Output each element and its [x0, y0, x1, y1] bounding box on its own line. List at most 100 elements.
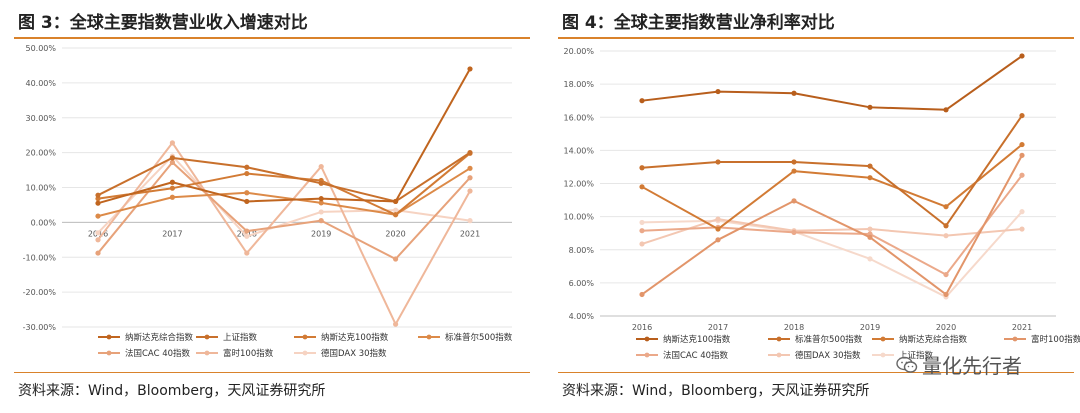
legend-label: 纳斯达克100指数: [321, 332, 389, 343]
legend-label: 法国CAC 40指数: [125, 348, 191, 359]
series-line: [97, 152, 471, 216]
legend-marker: [426, 334, 432, 340]
data-point: [867, 175, 873, 181]
data-point: [318, 163, 324, 170]
data-point: [95, 213, 101, 219]
data-point: [791, 198, 797, 204]
data-point: [639, 98, 645, 104]
legend-marker: [776, 352, 782, 358]
data-point: [639, 228, 645, 234]
legend-marker: [1012, 336, 1018, 342]
chart-title: 图 4：全球主要指数营业净利率对比: [562, 13, 835, 33]
y-tick-label: 50.00%: [25, 44, 56, 53]
source-rule: [558, 372, 1074, 373]
x-tick-label: 2019: [311, 229, 331, 238]
data-point: [318, 180, 324, 186]
data-point: [639, 184, 645, 190]
data-point: [791, 168, 797, 174]
data-point: [95, 237, 101, 243]
data-point: [244, 233, 250, 239]
data-point: [943, 291, 949, 298]
legend-marker: [302, 334, 308, 340]
y-tick-label: 20.00%: [563, 47, 594, 56]
data-point: [244, 170, 250, 177]
legend-label: 富时100指数: [223, 348, 274, 359]
y-tick-label: 10.00%: [25, 184, 56, 193]
data-point: [1019, 53, 1025, 59]
data-point: [715, 226, 721, 232]
data-point: [244, 190, 250, 196]
y-tick-label: -10.00%: [23, 253, 57, 262]
y-tick-label: 10.00%: [563, 213, 594, 222]
data-point: [791, 90, 797, 96]
y-tick-label: 6.00%: [569, 279, 595, 288]
data-point: [393, 198, 399, 205]
data-point: [169, 155, 175, 161]
legend-label: 纳斯达克综合指数: [125, 332, 194, 343]
data-point: [1019, 141, 1025, 148]
data-point: [95, 230, 101, 236]
data-point: [639, 165, 645, 171]
legend-marker: [106, 350, 112, 356]
legend-label: 上证指数: [899, 350, 934, 361]
data-point: [318, 209, 324, 215]
data-point: [1019, 209, 1025, 215]
series-line: [97, 167, 471, 218]
series-line: [97, 161, 471, 260]
data-point: [1019, 172, 1025, 178]
series-line: [641, 218, 1023, 245]
y-tick-label: 12.00%: [563, 180, 594, 189]
series-line: [641, 55, 1023, 111]
x-tick-label: 2017: [162, 229, 182, 238]
data-point: [715, 237, 721, 243]
legend-label: 富时100指数: [1031, 334, 1080, 345]
y-tick-label: -30.00%: [23, 323, 57, 332]
legend-marker: [302, 350, 308, 356]
data-point: [715, 159, 721, 165]
series-line: [97, 141, 471, 326]
data-point: [791, 229, 797, 235]
data-point: [318, 200, 324, 206]
watermark-text: 量化先行者: [922, 354, 1022, 378]
y-tick-label: 40.00%: [25, 79, 56, 88]
x-tick-label: 2021: [1012, 323, 1032, 332]
chart-net-margin: 20.00% 18.00% 16.00% 14.00% 12.00% 10.00% 8.00…: [563, 47, 1080, 361]
legend-label: 纳斯达克100指数: [663, 334, 731, 345]
source-note: 资料来源：Wind，Bloomberg，天风证券研究所: [18, 383, 326, 399]
data-point: [467, 150, 473, 156]
legend-marker: [106, 334, 112, 340]
data-point: [169, 194, 175, 200]
source-rule: [14, 372, 530, 373]
series-line: [641, 154, 1023, 296]
data-point: [791, 159, 797, 165]
data-point: [467, 66, 473, 72]
data-point: [467, 218, 473, 224]
data-point: [1019, 226, 1025, 232]
data-point: [943, 107, 949, 113]
series-line: [97, 155, 471, 238]
series-line: [641, 143, 1023, 231]
series-line: [97, 151, 471, 203]
data-point: [943, 204, 949, 210]
series-line: [641, 115, 1023, 227]
data-point: [169, 185, 175, 191]
data-point: [639, 219, 645, 226]
data-point: [318, 196, 324, 202]
data-point: [1019, 152, 1025, 158]
legend-label: 纳斯达克综合指数: [899, 334, 968, 345]
wechat-icon: [896, 356, 918, 373]
data-point: [244, 164, 250, 170]
data-point: [169, 179, 175, 185]
y-tick-label: 0.00%: [31, 218, 57, 227]
y-tick-label: 14.00%: [563, 146, 594, 155]
data-point: [867, 226, 873, 232]
data-point: [867, 234, 873, 240]
x-tick-label: 2017: [708, 323, 728, 332]
legend-label: 德国DAX 30指数: [795, 350, 861, 361]
chart-title: 图 3：全球主要指数营业收入增速对比: [18, 13, 308, 33]
data-point: [943, 223, 949, 229]
legend-marker: [644, 352, 650, 358]
data-point: [867, 104, 873, 110]
y-tick-label: 8.00%: [569, 246, 595, 255]
x-tick-label: 2020: [936, 323, 956, 332]
